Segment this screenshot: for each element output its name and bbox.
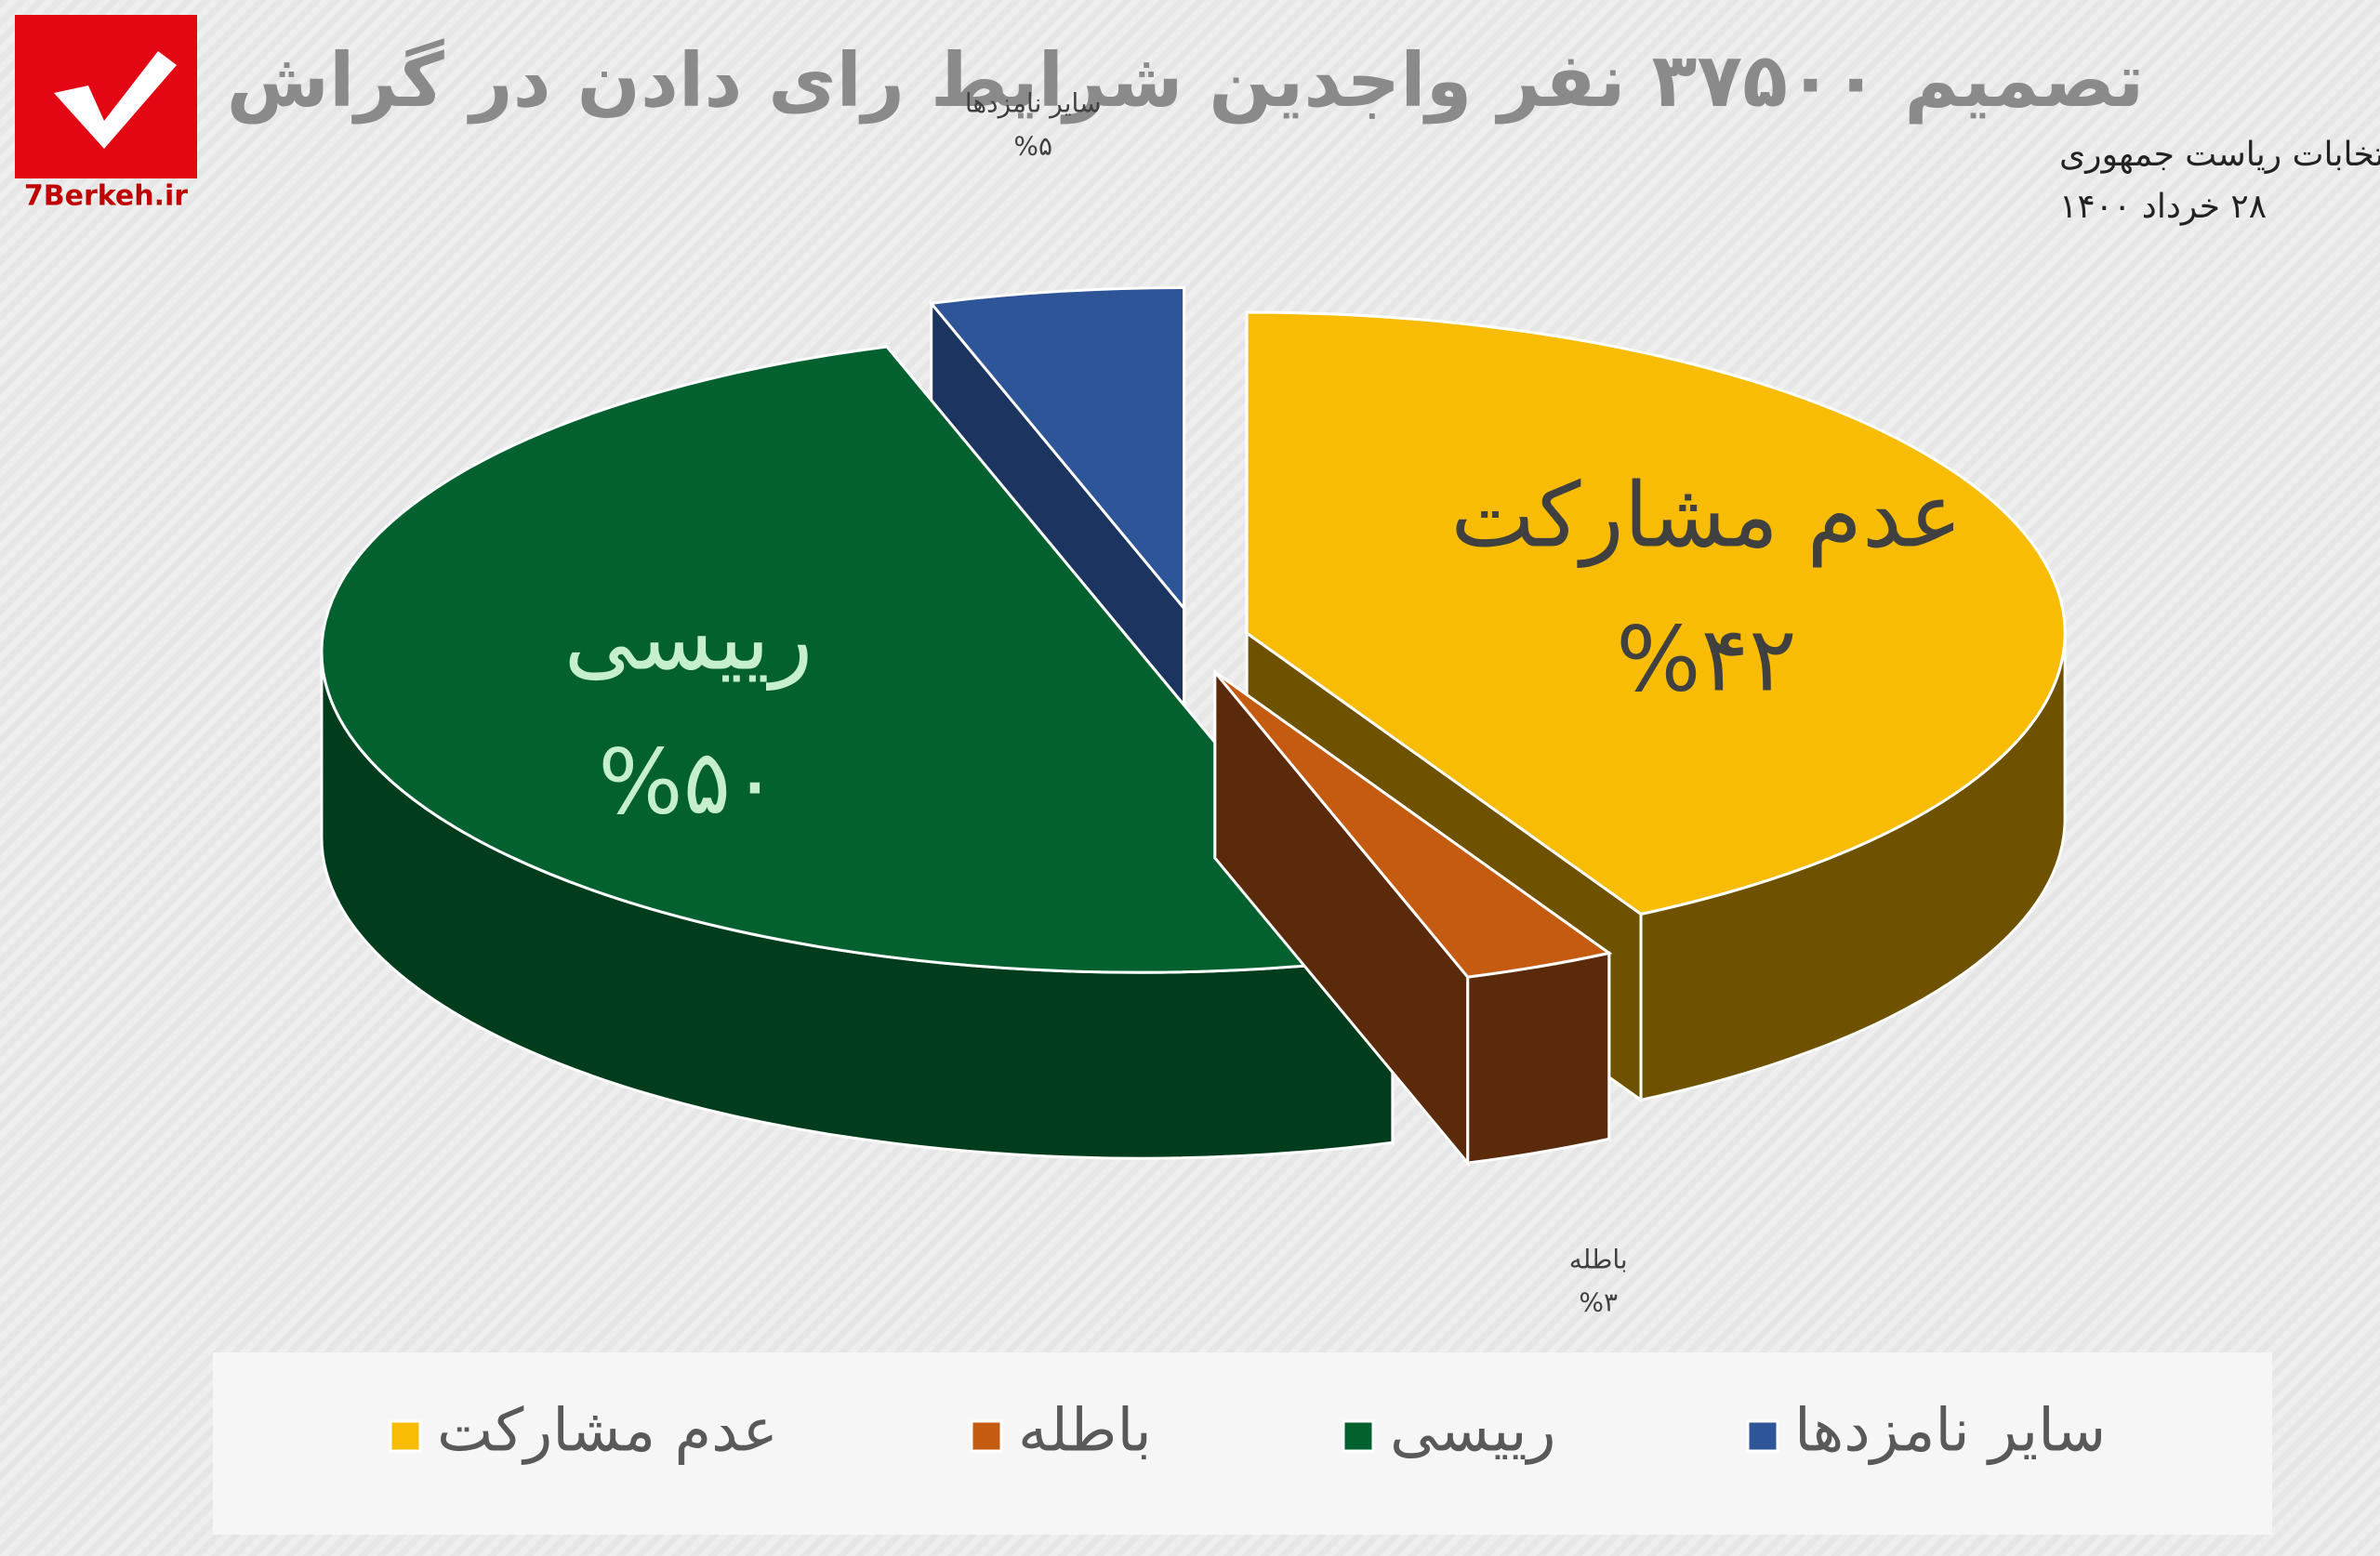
legend-swatch bbox=[389, 1419, 422, 1453]
slice-label: عدم مشارکت bbox=[1450, 464, 1962, 568]
slice bbox=[1245, 310, 2067, 916]
value-label: %۳ bbox=[1579, 1287, 1618, 1318]
legend-label: رییسی bbox=[1390, 1397, 1555, 1466]
value-label: %۵ bbox=[1013, 130, 1052, 161]
legend-label: باطله bbox=[1018, 1397, 1152, 1466]
subtitle: ۲۸ خرداد ۱۴۰۰ bbox=[2059, 188, 2267, 226]
logo-box bbox=[15, 15, 197, 178]
slice bbox=[928, 285, 1186, 613]
slice-label: رییسی bbox=[564, 586, 813, 690]
slice-label: باطله bbox=[1569, 1245, 1628, 1275]
legend-swatch bbox=[1342, 1419, 1375, 1453]
legend-label: سایر نامزدها bbox=[1794, 1397, 2106, 1466]
slice bbox=[320, 345, 1395, 974]
slice bbox=[1213, 670, 1613, 979]
legend-swatch bbox=[1746, 1419, 1779, 1453]
legend-box bbox=[213, 1352, 2272, 1535]
slice bbox=[320, 342, 1395, 1160]
legend-swatch bbox=[970, 1419, 1003, 1453]
value-label: %۵۰ bbox=[598, 730, 778, 834]
slice-side bbox=[1466, 951, 1611, 1165]
logo-check bbox=[54, 51, 177, 149]
subtitle: سیزدهمین دوره انتخابات ریاست جمهوری bbox=[2059, 136, 2380, 174]
legend-label: عدم مشارکت bbox=[437, 1397, 778, 1466]
slice-label: سایر نامزدها bbox=[965, 87, 1102, 118]
slice bbox=[1213, 667, 1613, 1167]
logo: 7Berkeh.ir bbox=[15, 15, 197, 213]
value-label: %۴۲ bbox=[1616, 608, 1796, 712]
chart-title: تصمیم ۳۷۵۰۰ نفر واجدین شرایط رای دادن در… bbox=[227, 37, 2145, 125]
logo-text: 7Berkeh.ir bbox=[24, 180, 188, 213]
